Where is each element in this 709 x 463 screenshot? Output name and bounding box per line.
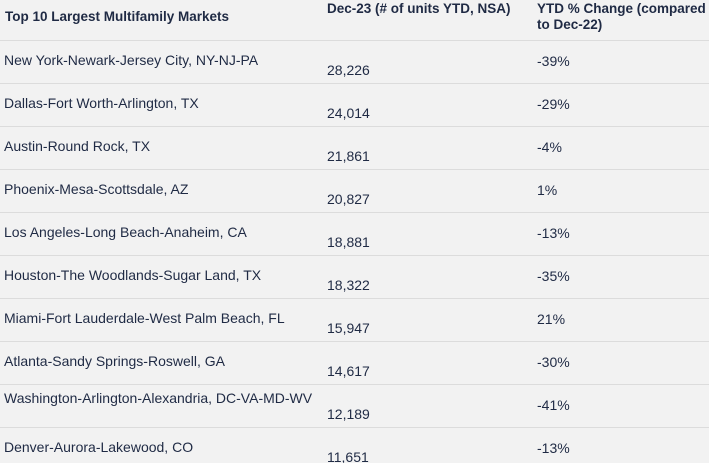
market-cell: Austin-Round Rock, TX [4, 138, 151, 154]
header-market: Top 10 Largest Multifamily Markets [5, 9, 230, 24]
change-cell: 21% [537, 311, 566, 327]
change-cell: -30% [537, 354, 570, 370]
market-cell: Washington-Arlington-Alexandria, DC-VA-M… [4, 390, 313, 406]
table-row: Washington-Arlington-Alexandria, DC-VA-M… [0, 385, 709, 428]
table-row: Houston-The Woodlands-Sugar Land, TX 18,… [0, 256, 709, 299]
table-row: Los Angeles-Long Beach-Anaheim, CA 18,88… [0, 213, 709, 256]
units-cell: 24,014 [327, 105, 370, 121]
units-cell: 18,881 [327, 234, 370, 250]
units-cell: 20,827 [327, 191, 370, 207]
change-cell: 1% [537, 182, 558, 198]
change-cell: -39% [537, 53, 570, 69]
header-change: YTD % Change (compared to Dec-22) [537, 1, 706, 32]
change-cell: -13% [537, 225, 570, 241]
table-row: Phoenix-Mesa-Scottsdale, AZ 20,827 1% [0, 170, 709, 213]
units-cell: 28,226 [327, 62, 370, 78]
table-row: Atlanta-Sandy Springs-Roswell, GA 14,617… [0, 342, 709, 385]
table-row: Denver-Aurora-Lakewood, CO 11,651 -13% [0, 428, 709, 463]
table-row: New York-Newark-Jersey City, NY-NJ-PA 28… [0, 41, 709, 84]
table-row: Austin-Round Rock, TX 21,861 -4% [0, 127, 709, 170]
change-cell: -4% [537, 139, 562, 155]
market-cell: Atlanta-Sandy Springs-Roswell, GA [4, 353, 225, 369]
market-cell: Houston-The Woodlands-Sugar Land, TX [4, 267, 262, 283]
change-cell: -35% [537, 268, 570, 284]
units-cell: 12,189 [327, 406, 370, 422]
market-cell: Denver-Aurora-Lakewood, CO [4, 439, 194, 455]
change-cell: -13% [537, 440, 570, 456]
units-cell: 21,861 [327, 148, 370, 164]
units-cell: 18,322 [327, 277, 370, 293]
units-cell: 11,651 [327, 449, 369, 463]
market-cell: Los Angeles-Long Beach-Anaheim, CA [4, 224, 247, 240]
change-cell: -29% [537, 96, 570, 112]
change-cell: -41% [537, 397, 570, 413]
table-row: Miami-Fort Lauderdale-West Palm Beach, F… [0, 299, 709, 342]
market-cell: Dallas-Fort Worth-Arlington, TX [4, 95, 199, 111]
units-cell: 15,947 [327, 320, 370, 336]
market-cell: New York-Newark-Jersey City, NY-NJ-PA [4, 52, 259, 68]
table-row: Dallas-Fort Worth-Arlington, TX 24,014 -… [0, 84, 709, 127]
market-cell: Miami-Fort Lauderdale-West Palm Beach, F… [4, 310, 285, 326]
table-header: Top 10 Largest Multifamily Markets Dec-2… [0, 0, 709, 41]
market-cell: Phoenix-Mesa-Scottsdale, AZ [4, 181, 189, 197]
units-cell: 14,617 [327, 363, 370, 379]
header-units: Dec-23 (# of units YTD, NSA) [327, 1, 511, 16]
